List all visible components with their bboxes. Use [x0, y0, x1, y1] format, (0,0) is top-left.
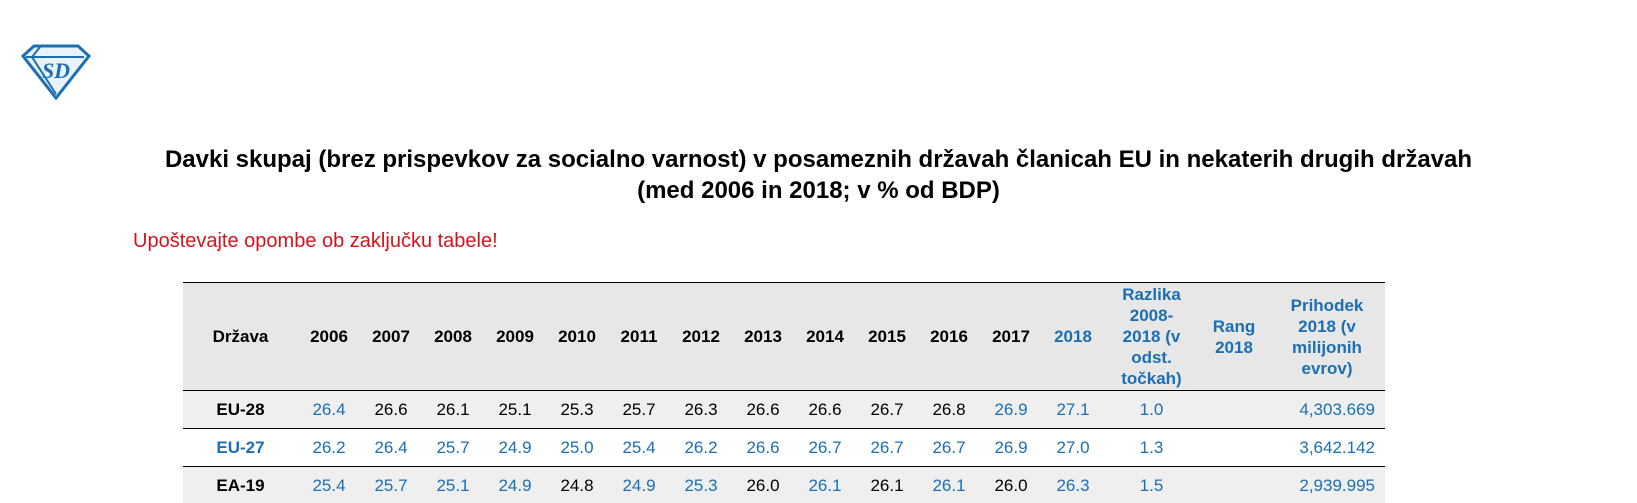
row-label: EU-28	[216, 399, 265, 419]
cell: 26.2	[312, 437, 346, 457]
column-header: 2013	[744, 327, 782, 346]
cell: 26.7	[870, 437, 904, 457]
column-header: Razlika 2008-2018 (v odst. točkah)	[1121, 285, 1182, 388]
cell: 26.6	[374, 399, 408, 419]
cell: 25.1	[498, 399, 532, 419]
table-row: EU-28 26.4 26.6 26.1 25.1 25.3 25.7 26.3 26.6 26.…	[183, 390, 1385, 429]
column-header: 2016	[930, 327, 968, 346]
note: Upoštevajte opombe ob zaključku tabele!	[133, 230, 498, 252]
cell: 25.7	[436, 437, 470, 457]
cell: 26.7	[808, 437, 842, 457]
header-row: Država 2006 2007 2008 2009 2010 2011 2012 2013 20…	[183, 282, 1385, 391]
row-label: EA-19	[216, 475, 265, 495]
cell: 27.0	[1056, 437, 1090, 457]
cell	[1199, 429, 1269, 467]
cell: 24.9	[498, 437, 532, 457]
column-header: 2008	[434, 327, 472, 346]
cell: 25.4	[312, 475, 346, 495]
cell: 26.6	[808, 399, 842, 419]
cell: 26.7	[932, 437, 966, 457]
cell: 1.5	[1139, 475, 1164, 495]
column-header: 2017	[992, 327, 1030, 346]
cell: 25.3	[684, 475, 718, 495]
column-header: 2014	[806, 327, 844, 346]
cell: 26.4	[312, 399, 346, 419]
cell: 26.9	[994, 399, 1028, 419]
cell: 26.2	[684, 437, 718, 457]
cell: 26.1	[808, 475, 842, 495]
cell: 2,939.995	[1299, 475, 1375, 495]
cell	[1199, 391, 1269, 429]
column-header: 2009	[496, 327, 534, 346]
cell: 24.9	[498, 475, 532, 495]
column-header: 2011	[620, 327, 658, 346]
column-header: 2015	[868, 327, 906, 346]
cell: 26.6	[746, 399, 780, 419]
data-table: Država 2006 2007 2008 2009 2010 2011 2012 2013 20…	[183, 282, 1385, 503]
cell	[1199, 467, 1269, 503]
logo: SD	[20, 44, 92, 100]
table-row: EU-27 26.2 26.4 25.7 24.9 25.0 25.4 26.2 26.6 26.…	[183, 429, 1385, 467]
cell: 1.3	[1139, 437, 1164, 457]
cell: 26.7	[870, 399, 904, 419]
cell: 26.9	[994, 437, 1028, 457]
cell: 26.4	[374, 437, 408, 457]
row-label: EU-27	[216, 437, 265, 457]
title: Davki skupaj (brez prispevkov za socialn…	[164, 146, 1473, 204]
cell: 26.6	[746, 437, 780, 457]
column-header: 2007	[372, 327, 410, 346]
cell: 25.4	[622, 437, 656, 457]
column-header: 2018	[1054, 327, 1092, 346]
column-header: Država	[212, 327, 269, 346]
cell: 26.3	[684, 399, 718, 419]
column-header: 2010	[558, 327, 596, 346]
cell: 25.7	[622, 399, 656, 419]
cell: 27.1	[1056, 399, 1090, 419]
column-header: 2006	[310, 327, 348, 346]
cell: 26.3	[1056, 475, 1090, 495]
column-header: 2012	[682, 327, 720, 346]
cell: 3,642.142	[1299, 437, 1375, 457]
cell: 26.8	[932, 399, 966, 419]
cell: 26.1	[932, 475, 966, 495]
cell: 24.9	[622, 475, 656, 495]
table-row: EA-19 25.4 25.7 25.1 24.9 24.8 24.9 25.3 26.0 26.…	[183, 466, 1385, 503]
svg-text:SD: SD	[42, 58, 70, 83]
column-header: Rang 2018	[1212, 316, 1256, 357]
cell: 25.7	[374, 475, 408, 495]
cell: 25.0	[560, 437, 594, 457]
cell: 26.1	[870, 475, 904, 495]
cell: 26.0	[746, 475, 780, 495]
cell: 26.0	[994, 475, 1028, 495]
column-header: Prihodek 2018 (v milijonih evrov)	[1290, 295, 1364, 378]
cell: 26.1	[436, 399, 470, 419]
cell: 25.3	[560, 399, 594, 419]
cell: 24.8	[560, 475, 594, 495]
cell: 4,303.669	[1299, 399, 1375, 419]
cell: 1.0	[1139, 399, 1164, 419]
cell: 25.1	[436, 475, 470, 495]
